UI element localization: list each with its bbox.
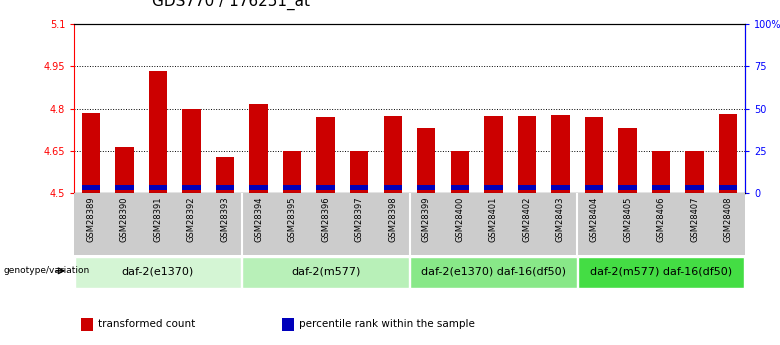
Bar [578, 257, 744, 288]
Bar [243, 257, 409, 288]
Text: GSM28390: GSM28390 [120, 196, 129, 242]
Text: GSM28404: GSM28404 [590, 196, 598, 242]
Bar [350, 185, 368, 190]
Text: GDS770 / 176251_at: GDS770 / 176251_at [152, 0, 310, 10]
Text: GSM28399: GSM28399 [422, 196, 431, 242]
Bar [74, 193, 745, 255]
Bar [75, 257, 241, 288]
Bar [216, 185, 234, 190]
Text: GSM28400: GSM28400 [456, 196, 464, 242]
Text: GSM28397: GSM28397 [355, 196, 363, 242]
Text: GSM28396: GSM28396 [321, 196, 330, 242]
Text: GSM28403: GSM28403 [556, 196, 565, 242]
Text: transformed count: transformed count [98, 319, 195, 329]
Bar [551, 115, 569, 193]
Bar [417, 185, 435, 190]
Text: GSM28401: GSM28401 [489, 196, 498, 242]
Bar [282, 318, 294, 331]
Bar [551, 185, 569, 190]
Bar [250, 185, 268, 190]
Text: GSM28392: GSM28392 [187, 196, 196, 242]
Bar [283, 151, 301, 193]
Bar [719, 114, 737, 193]
Bar [149, 185, 167, 190]
Bar [115, 147, 133, 193]
Bar [417, 128, 435, 193]
Bar [719, 185, 737, 190]
Bar [518, 116, 536, 193]
Bar [216, 157, 234, 193]
Text: daf-2(e1370) daf-16(df50): daf-2(e1370) daf-16(df50) [421, 267, 566, 277]
Bar [82, 113, 100, 193]
Bar [652, 185, 670, 190]
Bar [81, 318, 93, 331]
Bar [686, 185, 704, 190]
Text: daf-2(e1370): daf-2(e1370) [122, 267, 194, 277]
Text: GSM28394: GSM28394 [254, 196, 263, 242]
Bar [585, 185, 603, 190]
Text: GSM28406: GSM28406 [657, 196, 665, 242]
Bar [518, 185, 536, 190]
Text: GSM28393: GSM28393 [221, 196, 229, 242]
Text: GSM28405: GSM28405 [623, 196, 632, 242]
Bar [317, 185, 335, 190]
Bar [585, 117, 603, 193]
Bar [484, 116, 502, 193]
Bar [451, 185, 469, 190]
Bar [183, 185, 200, 190]
Text: GSM28389: GSM28389 [87, 196, 95, 242]
Text: GSM28408: GSM28408 [724, 196, 732, 242]
Bar [410, 257, 576, 288]
Text: percentile rank within the sample: percentile rank within the sample [299, 319, 475, 329]
Text: daf-2(m577) daf-16(df50): daf-2(m577) daf-16(df50) [590, 267, 732, 277]
Bar [82, 185, 100, 190]
Bar [183, 109, 200, 193]
Bar [619, 185, 636, 190]
Bar [350, 151, 368, 193]
Text: GSM28398: GSM28398 [388, 196, 397, 242]
Bar [250, 105, 268, 193]
Bar [149, 71, 167, 193]
Text: genotype/variation: genotype/variation [4, 266, 90, 275]
Text: GSM28402: GSM28402 [523, 196, 531, 242]
Bar [686, 151, 704, 193]
Text: GSM28391: GSM28391 [154, 196, 162, 242]
Text: GSM28395: GSM28395 [288, 196, 296, 242]
Bar [317, 117, 335, 193]
Bar [484, 185, 502, 190]
Text: daf-2(m577): daf-2(m577) [291, 267, 360, 277]
Bar [384, 116, 402, 193]
Bar [451, 151, 469, 193]
Bar [115, 185, 133, 190]
Bar [384, 185, 402, 190]
Text: GSM28407: GSM28407 [690, 196, 699, 242]
Bar [283, 185, 301, 190]
Bar [619, 128, 636, 193]
Bar [652, 151, 670, 193]
